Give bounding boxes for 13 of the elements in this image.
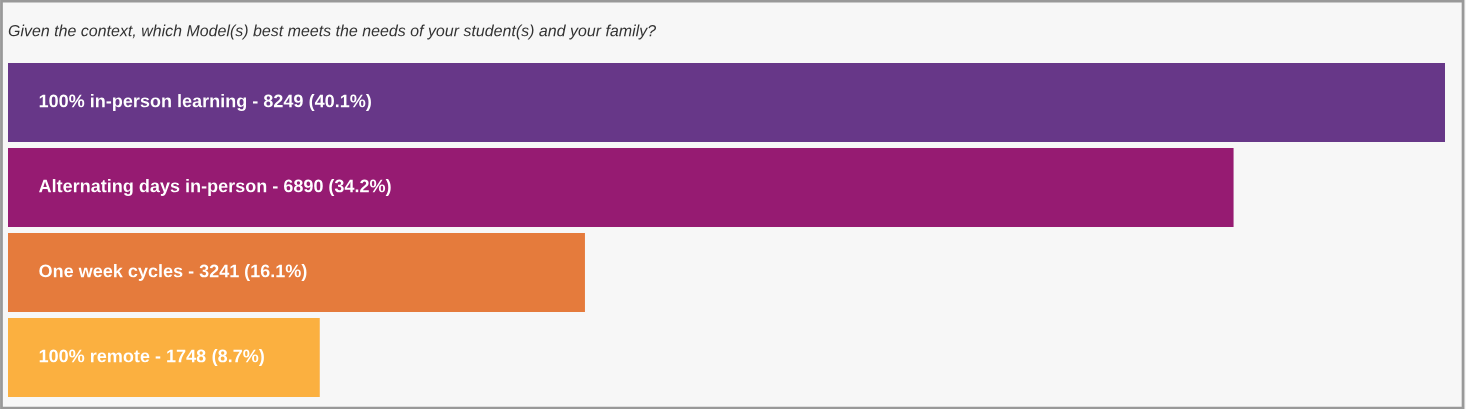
data-label: (8.7%) [212, 349, 264, 366]
bar [8, 317, 320, 398]
bar [8, 147, 1234, 228]
y-tick-label: Alternating days in-person - 6890 [39, 179, 323, 196]
bar [8, 62, 1445, 143]
y-tick-label: 100% in-person learning - 8249 [39, 94, 303, 111]
y-tick-label: One week cycles - 3241 [39, 264, 239, 281]
data-label: (16.1%) [245, 264, 307, 281]
chart-title: Given the context, which Model(s) best meets the needs of your student(s) and your family? [8, 24, 657, 40]
data-label: (34.2%) [329, 179, 391, 196]
data-label: (40.1%) [309, 94, 371, 111]
y-tick-label: 100% remote - 1748 [39, 349, 206, 363]
bar [8, 232, 585, 313]
